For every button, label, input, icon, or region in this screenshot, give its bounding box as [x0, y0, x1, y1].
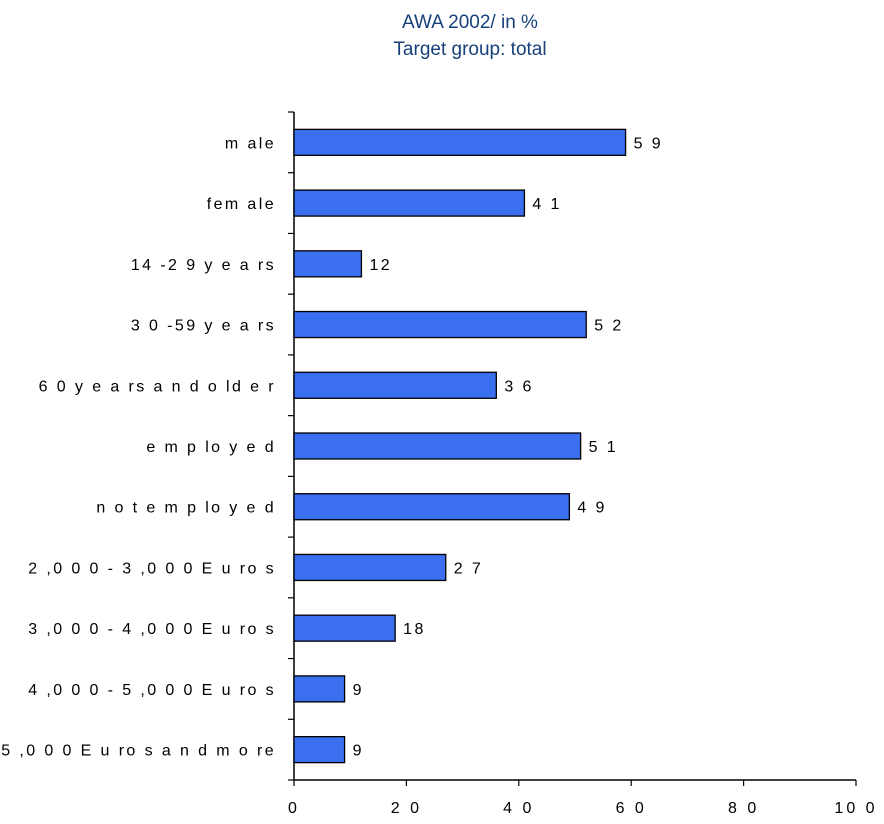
x-tick-label: 6 0	[616, 800, 647, 817]
chart-title-group: AWA 2002/ in % Target group: total	[393, 12, 546, 60]
bar	[293, 432, 582, 460]
category-label: n o t e m p lo y e d	[96, 500, 276, 517]
data-label: 18	[403, 621, 426, 638]
data-label: 4 9	[577, 500, 606, 517]
chart-subtitle: Target group: total	[393, 39, 546, 60]
data-label: 5 2	[594, 318, 623, 335]
chart-title: AWA 2002/ in %	[402, 12, 538, 33]
plot-area: 0 2 0 4 0 6 0 8 0 10 0 m ale 5 9 fem ale 4 1 14 -2…	[1, 111, 877, 817]
data-label: 5 9	[634, 135, 663, 152]
bar	[293, 553, 447, 582]
category-label: 3 ,0 0 0 - 4 ,0 0 0 E u ro s	[28, 621, 276, 638]
bar	[293, 189, 526, 217]
category-label: fem ale	[207, 196, 276, 213]
data-label: 12	[369, 257, 392, 274]
category-label: m ale	[225, 135, 276, 152]
x-tick-label: 10 0	[834, 800, 877, 817]
data-label: 4 1	[532, 196, 561, 213]
category-label: 2 ,0 0 0 - 3 ,0 0 0 E u ro s	[28, 560, 276, 577]
category-label: 5 ,0 0 0 E u ro s a n d m o re	[1, 743, 276, 760]
category-label: 4 ,0 0 0 - 5 ,0 0 0 E u ro s	[28, 682, 276, 699]
x-tick-label: 0	[288, 800, 300, 817]
data-label: 9	[353, 682, 364, 699]
category-label: 3 0 -59 y e a rs	[131, 318, 276, 335]
x-tick-label: 2 0	[391, 800, 422, 817]
bar	[293, 310, 587, 339]
bar	[293, 735, 346, 764]
bar	[293, 128, 627, 157]
bar	[293, 250, 363, 278]
data-label: 5 1	[589, 439, 618, 456]
bar	[293, 493, 571, 521]
data-label: 2 7	[454, 560, 483, 577]
category-label: 14 -2 9 y e a rs	[131, 257, 276, 274]
data-label: 9	[353, 743, 364, 760]
x-tick-label: 8 0	[728, 800, 759, 817]
bar	[293, 614, 396, 642]
category-label: e m p lo y e d	[146, 439, 276, 456]
category-label: 6 0 y e a rs a n d o ld e r	[39, 378, 276, 395]
bar	[293, 371, 497, 399]
bar	[293, 675, 346, 703]
x-tick-label: 4 0	[503, 800, 534, 817]
data-label: 3 6	[504, 378, 533, 395]
